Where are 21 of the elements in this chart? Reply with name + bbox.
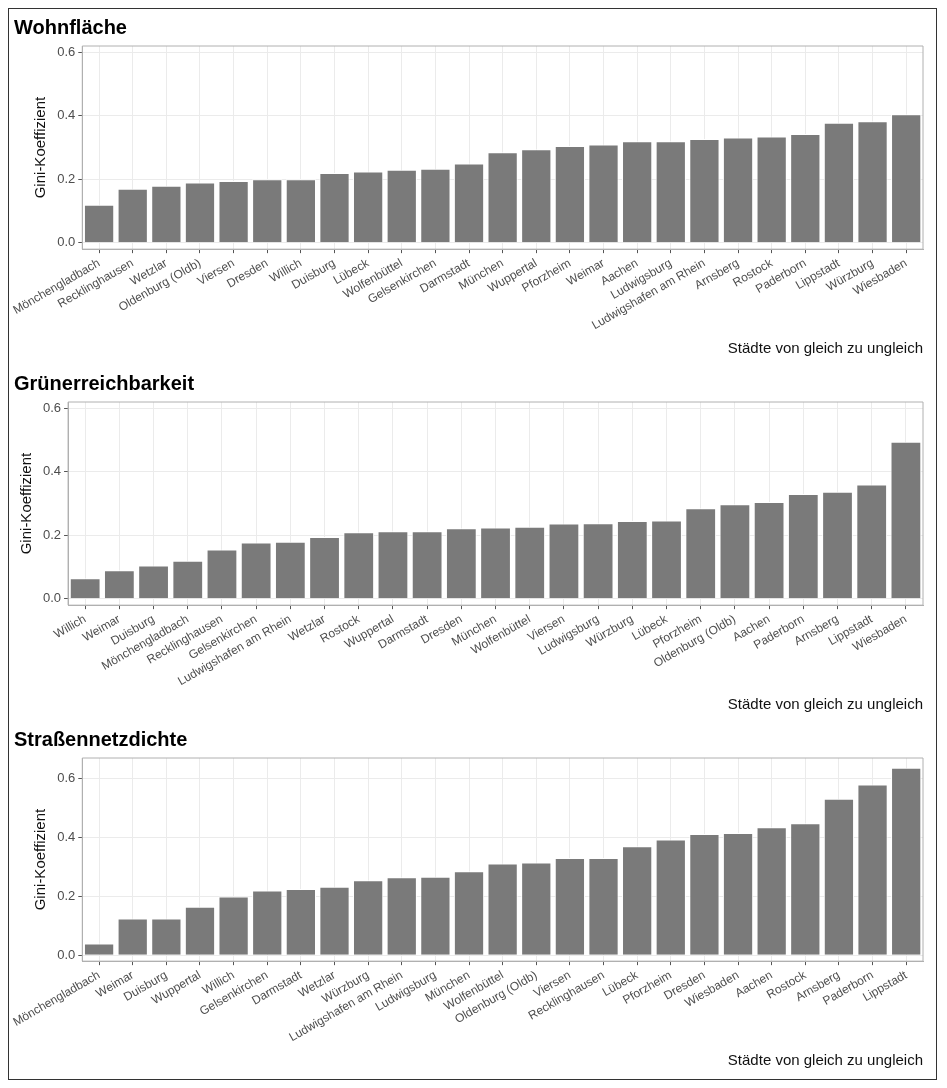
x-axis-title: Städte von gleich zu ungleich (727, 695, 923, 713)
y-tick-label: 0.6 (57, 770, 76, 786)
chart-title: Grünerreichbarkeit (14, 371, 195, 394)
y-tick-label: 0.4 (42, 463, 62, 479)
y-tick-label: 0.6 (42, 399, 62, 415)
y-axis-title: Gini-Koeffizient (17, 452, 35, 555)
chart-title: Wohnfläche (14, 15, 127, 38)
y-tick-label: 0.2 (57, 887, 76, 903)
chart-title: Straßennetzdichte (14, 727, 188, 750)
y-tick-label: 0.0 (57, 234, 76, 250)
y-tick-label: 0.2 (42, 526, 62, 542)
y-tick-label: 0.0 (42, 590, 62, 606)
y-axis-title: Gini-Koeffizient (31, 96, 49, 199)
y-tick-label: 0.2 (57, 170, 76, 186)
x-axis-title: Städte von gleich zu ungleich (727, 1051, 923, 1069)
y-tick-label: 0.4 (57, 829, 76, 845)
y-tick-label: 0.6 (57, 43, 76, 59)
y-tick-label: 0.0 (57, 946, 76, 962)
y-tick-label: 0.4 (57, 107, 76, 123)
x-axis-title: Städte von gleich zu ungleich (727, 339, 923, 357)
y-axis-title: Gini-Koeffizient (31, 808, 49, 911)
